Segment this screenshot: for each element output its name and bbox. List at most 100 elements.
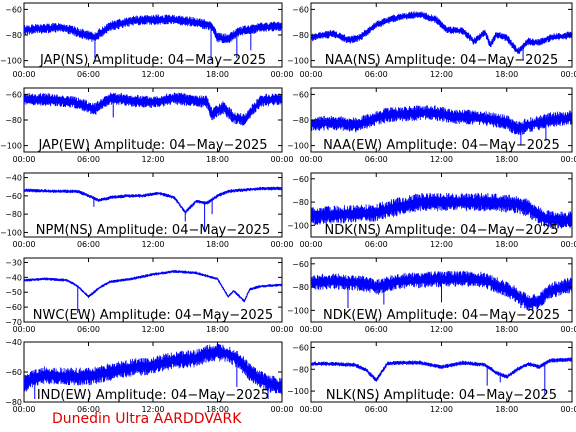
panel-title: JAP(EW) Amplitude: 04−May−2025 — [37, 138, 267, 153]
plot-frame — [310, 2, 573, 68]
panel-title: NPM(NS) Amplitude: 04−May−2025 — [36, 223, 270, 238]
y-tick-label: −60 — [5, 90, 22, 99]
y-tick-label: −80 — [5, 116, 22, 125]
y-tick-label: −60 — [5, 368, 22, 377]
x-tick-label: 00:00 — [299, 405, 322, 414]
plot-frame — [23, 257, 283, 323]
panel-jap-ew: −100 −80 −60 00:00 06:00 12:00 18:00 00:00JAP(E… — [0, 87, 294, 164]
x-tick-label: 00:00 — [12, 155, 35, 164]
y-tick-label: −80 — [5, 398, 22, 407]
amplitude-trace — [24, 92, 282, 126]
y-tick-label: −40 — [5, 338, 22, 347]
x-tick-label: 12:00 — [430, 155, 453, 164]
x-tick-label: 18:00 — [206, 240, 229, 249]
y-tick-label: −100 — [0, 57, 22, 66]
panel-title: NDK(EW) Amplitude: 04−May−2025 — [323, 308, 560, 323]
x-tick-label: 00:00 — [299, 240, 322, 249]
panel-jap-ns: −100 −80 −60 00:00 06:00 12:00 18:00 00:00 JAP(N… — [0, 2, 294, 79]
panel-ndk-ns: −100 −80 −60 00:00 06:00 12:00 18:00 00:00NDK(N… — [287, 172, 576, 249]
x-tick-label: 06:00 — [77, 70, 100, 79]
x-tick-label: 12:00 — [430, 325, 453, 334]
footer-label: Dunedin Ultra AARDDVARK — [52, 411, 242, 427]
y-tick-label: −60 — [292, 90, 309, 99]
x-tick-label: 00:00 — [560, 405, 576, 414]
x-tick-label: 00:00 — [270, 240, 293, 249]
y-tick-label: −30 — [5, 258, 22, 267]
x-tick-label: 00:00 — [560, 155, 576, 164]
y-tick-label: −80 — [292, 365, 309, 374]
y-tick-label: −60 — [292, 5, 309, 14]
y-tick-label: −100 — [0, 142, 22, 151]
x-tick-label: 00:00 — [270, 155, 293, 164]
x-tick-label: 18:00 — [495, 70, 518, 79]
y-tick-label: −60 — [5, 192, 22, 201]
x-tick-label: 18:00 — [495, 325, 518, 334]
y-tick-label: −80 — [5, 31, 22, 40]
x-tick-label: 00:00 — [12, 70, 35, 79]
amplitude-trace — [24, 270, 282, 303]
y-tick-label: −50 — [5, 288, 22, 297]
y-tick-label: −100 — [0, 228, 22, 237]
amplitude-trace — [311, 192, 572, 230]
panel-title: NDK(NS) Amplitude: 04−May−2025 — [325, 223, 559, 238]
x-tick-label: 00:00 — [270, 325, 293, 334]
x-tick-label: 12:00 — [141, 155, 164, 164]
x-tick-label: 12:00 — [430, 70, 453, 79]
y-tick-label: −100 — [287, 387, 309, 396]
panel-title: NAA(NS) Amplitude: 04−May−2025 — [325, 53, 559, 68]
x-tick-label: 06:00 — [77, 325, 100, 334]
x-tick-label: 00:00 — [560, 325, 576, 334]
panel-nwc-ew: −70 −60 −50 −40 −30 00:00 06:00 12:00 18:00 00:00… — [5, 257, 294, 334]
x-tick-label: 00:00 — [560, 70, 576, 79]
panel-npm-ns: −100 −80 −60 −40 00:00 06:00 12:00 18:00 00:00NP… — [0, 172, 294, 249]
x-tick-label: 00:00 — [299, 70, 322, 79]
x-tick-label: 06:00 — [77, 240, 100, 249]
x-tick-label: 00:00 — [270, 405, 293, 414]
x-tick-label: 12:00 — [141, 405, 164, 414]
x-tick-label: 06:00 — [365, 155, 388, 164]
y-tick-label: −80 — [292, 31, 309, 40]
x-tick-label: 06:00 — [365, 240, 388, 249]
y-tick-label: −80 — [292, 116, 309, 125]
y-tick-label: −60 — [5, 5, 22, 14]
amplitude-trace — [311, 11, 572, 54]
amplitude-trace — [311, 105, 572, 135]
x-tick-label: 06:00 — [77, 405, 100, 414]
y-tick-label: −70 — [5, 318, 22, 327]
x-tick-label: 12:00 — [141, 70, 164, 79]
x-tick-label: 12:00 — [430, 240, 453, 249]
plot-frame — [23, 172, 283, 238]
panel-ndk-ew: −100 −80 −60 00:00 06:00 12:00 18:00 00:00NDK(E… — [287, 257, 576, 334]
x-tick-label: 06:00 — [365, 405, 388, 414]
y-tick-label: −80 — [292, 198, 309, 207]
y-tick-label: −60 — [292, 260, 309, 269]
panel-title: NAA(EW) Amplitude: 04−May−2025 — [323, 138, 560, 153]
amplitude-trace — [24, 186, 282, 214]
x-tick-label: 12:00 — [430, 405, 453, 414]
panel-nlk-ns: −100−80−6000:0006:0012:0018:0000:00NLK(N… — [287, 341, 576, 414]
y-tick-label: −100 — [287, 306, 309, 315]
y-tick-label: −80 — [5, 210, 22, 219]
y-tick-label: −60 — [5, 303, 22, 312]
amplitude-trace — [311, 357, 572, 382]
x-tick-label: 00:00 — [560, 240, 576, 249]
x-tick-label: 12:00 — [141, 325, 164, 334]
plot-frame — [310, 341, 573, 403]
y-tick-label: −100 — [287, 142, 309, 151]
x-tick-label: 18:00 — [206, 155, 229, 164]
panel-naa-ew: −100 −80 −60 00:00 06:00 12:00 18:00 00:00NAA(E… — [287, 87, 576, 164]
x-tick-label: 18:00 — [495, 405, 518, 414]
y-tick-label: −40 — [5, 273, 22, 282]
x-tick-label: 00:00 — [299, 155, 322, 164]
panel-title: IND(EW) Amplitude: 04−May−2025 — [37, 388, 269, 403]
x-tick-label: 18:00 — [206, 325, 229, 334]
x-tick-label: 00:00 — [12, 405, 35, 414]
x-tick-label: 18:00 — [206, 405, 229, 414]
x-tick-label: 18:00 — [495, 240, 518, 249]
x-tick-label: 18:00 — [206, 70, 229, 79]
x-tick-label: 00:00 — [12, 240, 35, 249]
x-tick-label: 18:00 — [495, 155, 518, 164]
x-tick-label: 06:00 — [365, 325, 388, 334]
x-tick-label: 00:00 — [270, 70, 293, 79]
